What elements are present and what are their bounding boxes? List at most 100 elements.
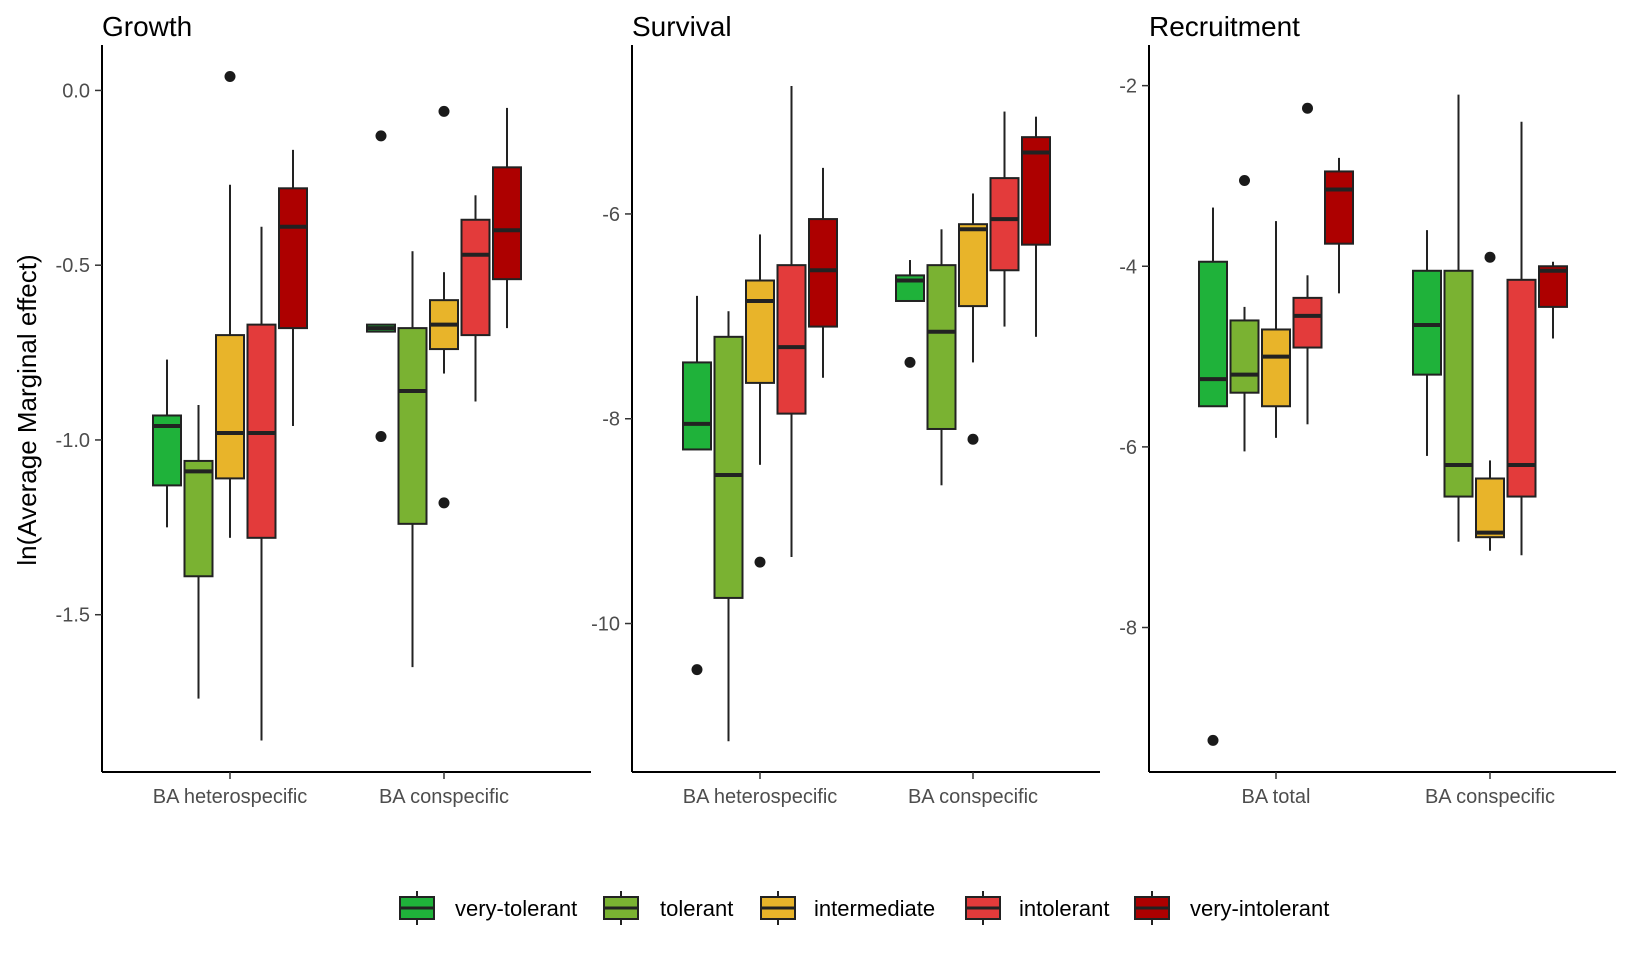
box-very-tolerant <box>1198 207 1228 746</box>
box-body <box>713 335 744 599</box>
y-tick-label: 0.0 <box>62 80 90 102</box>
box-tolerant <box>1443 94 1474 542</box>
y-tick-label: -0.5 <box>56 255 90 277</box>
panel-title: Growth <box>102 11 192 42</box>
legend-label: very-intolerant <box>1190 896 1329 921</box>
y-tick-label: -2 <box>1119 76 1137 98</box>
box-body <box>1229 319 1260 394</box>
box-tolerant <box>1229 174 1260 452</box>
outlier-point <box>904 356 916 368</box>
y-axis-title: ln(Average Marginal effect) <box>12 254 42 565</box>
box-body <box>682 361 712 451</box>
box-intolerant <box>989 111 1020 327</box>
box-intermediate <box>1261 221 1291 438</box>
outlier-point <box>375 430 387 442</box>
box-intolerant <box>1292 102 1323 425</box>
box-body <box>1324 170 1354 245</box>
outlier-point <box>375 130 387 142</box>
outlier-point <box>1239 174 1250 186</box>
box-body <box>215 334 245 480</box>
outlier-point <box>1207 734 1219 746</box>
box-body <box>1292 296 1323 349</box>
box-intermediate <box>215 70 245 538</box>
y-tick-label: -8 <box>602 409 620 431</box>
box-intermediate <box>958 193 988 445</box>
box-body <box>926 264 957 430</box>
x-tick-label: BA total <box>1242 786 1311 808</box>
y-tick-label: -4 <box>1119 256 1137 278</box>
legend-item-very-intolerant: very-intolerant <box>1134 891 1329 925</box>
box-body <box>958 223 988 308</box>
outlier-point <box>754 556 766 568</box>
box-tolerant <box>397 251 428 668</box>
box-body <box>1506 278 1537 498</box>
y-tick-label: -1.5 <box>56 605 90 627</box>
outlier-point <box>438 497 450 509</box>
box-very-intolerant <box>1324 157 1354 294</box>
box-tolerant <box>713 311 744 742</box>
outlier-point <box>967 433 979 445</box>
legend: very-tolerant tolerant intermediate intoler… <box>399 891 1329 925</box>
box-body <box>1475 477 1505 539</box>
box-intermediate <box>745 234 775 568</box>
legend-label: tolerant <box>660 896 733 921</box>
outlier-point <box>224 70 236 82</box>
x-tick-label: BA heterospecific <box>153 786 308 808</box>
box-body <box>460 218 491 337</box>
legend-item-very-tolerant: very-tolerant <box>399 891 577 925</box>
box-intolerant <box>460 195 491 402</box>
box-very-intolerant <box>808 167 838 378</box>
box-body <box>397 327 428 525</box>
box-very-tolerant <box>895 260 925 368</box>
x-tick-label: BA conspecific <box>379 786 509 808</box>
legend-label: very-tolerant <box>455 896 577 921</box>
outlier-point <box>1302 102 1313 114</box>
box-intermediate <box>1475 251 1505 551</box>
box-very-intolerant <box>492 107 522 329</box>
box-tolerant <box>183 405 214 699</box>
box-body <box>745 279 775 384</box>
legend-item-intermediate: intermediate <box>760 891 935 925</box>
x-tick-label: BA conspecific <box>1425 786 1555 808</box>
outlier-point <box>438 105 450 117</box>
legend-item-tolerant: tolerant <box>603 891 733 925</box>
box-body <box>1261 328 1291 408</box>
panel-recruitment: Recruitment -2 -4 -6 -8 BA total BA conspecifi… <box>1119 11 1616 808</box>
x-tick-label: BA heterospecific <box>683 786 838 808</box>
legend-item-intolerant: intolerant <box>965 891 1110 925</box>
outlier-point <box>1484 251 1496 263</box>
legend-label: intermediate <box>814 896 935 921</box>
box-very-intolerant <box>1538 261 1568 339</box>
box-body <box>1443 269 1474 498</box>
y-tick-label: -8 <box>1119 618 1137 640</box>
box-body <box>278 187 308 330</box>
x-tick-label: BA conspecific <box>908 786 1038 808</box>
box-body <box>776 264 807 415</box>
panel-title: Survival <box>632 11 732 42</box>
y-tick-label: -1.0 <box>56 430 90 452</box>
y-tick-label: -6 <box>1119 437 1137 459</box>
box-tolerant <box>926 229 957 486</box>
box-body <box>989 177 1020 272</box>
box-very-intolerant <box>1021 116 1051 337</box>
panel-title: Recruitment <box>1149 11 1300 42</box>
box-very-tolerant <box>152 359 182 528</box>
panel-survival: Survival -6 -8 -10 BA heterospecific BA consp… <box>591 11 1100 808</box>
box-very-tolerant <box>682 295 712 676</box>
y-tick-label: -6 <box>602 204 620 226</box>
box-body <box>808 218 838 328</box>
box-intermediate <box>429 105 459 509</box>
box-intolerant <box>246 226 277 741</box>
box-body <box>492 166 522 281</box>
outlier-point <box>691 664 703 676</box>
panel-growth: Growth 0.0 -0.5 -1.0 -1.5 BA heterospecific BA… <box>56 11 591 808</box>
box-very-intolerant <box>278 149 308 426</box>
box-body <box>183 459 214 578</box>
box-body <box>1021 136 1051 246</box>
y-tick-label: -10 <box>591 614 620 636</box>
box-body <box>1538 265 1568 308</box>
box-body <box>1198 260 1228 408</box>
box-intolerant <box>776 85 807 557</box>
